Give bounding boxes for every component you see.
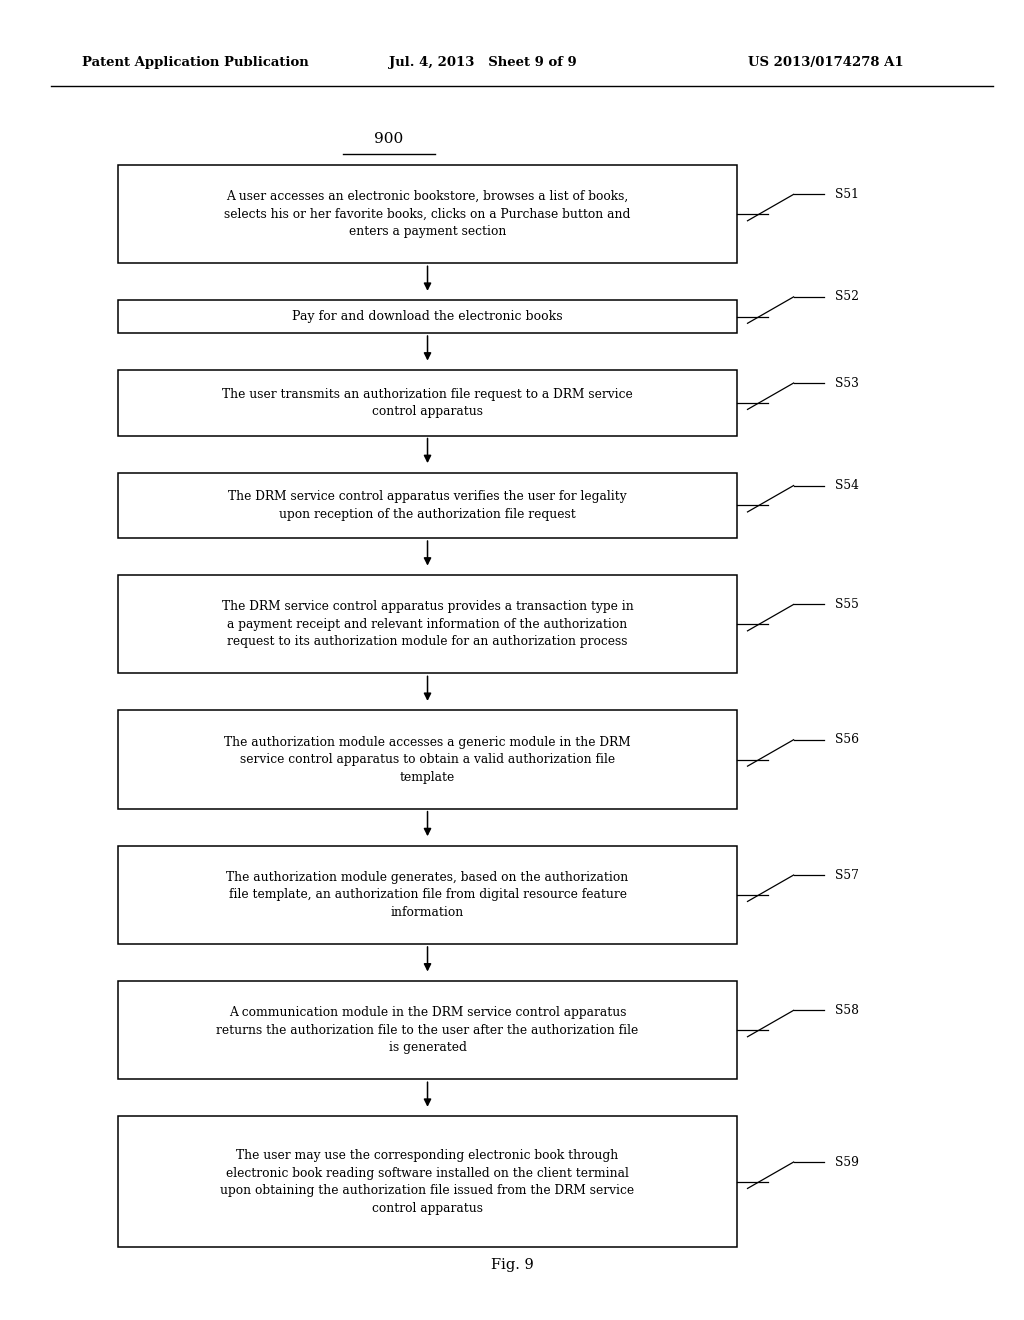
Bar	[118, 846, 737, 944]
Bar	[118, 981, 737, 1080]
Bar	[118, 165, 737, 263]
Text: The user may use the corresponding electronic book through
electronic book readi: The user may use the corresponding elect…	[220, 1150, 635, 1214]
Bar	[118, 370, 737, 436]
Text: Pay for and download the electronic books: Pay for and download the electronic book…	[292, 310, 563, 323]
Bar	[118, 710, 737, 809]
Text: S53: S53	[835, 376, 858, 389]
Text: The user transmits an authorization file request to a DRM service
control appara: The user transmits an authorization file…	[222, 388, 633, 418]
Text: Jul. 4, 2013   Sheet 9 of 9: Jul. 4, 2013 Sheet 9 of 9	[389, 55, 577, 69]
Text: US 2013/0174278 A1: US 2013/0174278 A1	[748, 55, 903, 69]
Text: S54: S54	[835, 479, 858, 492]
Text: 900: 900	[375, 132, 403, 145]
Text: S57: S57	[835, 869, 858, 882]
Text: A user accesses an electronic bookstore, browses a list of books,
selects his or: A user accesses an electronic bookstore,…	[224, 190, 631, 238]
Text: S58: S58	[835, 1003, 858, 1016]
Text: S52: S52	[835, 290, 858, 304]
Text: A communication module in the DRM service control apparatus
returns the authoriz: A communication module in the DRM servic…	[216, 1006, 639, 1055]
Bar	[118, 1117, 737, 1247]
Text: S56: S56	[835, 733, 858, 746]
Text: The DRM service control apparatus verifies the user for legality
upon reception : The DRM service control apparatus verifi…	[228, 490, 627, 520]
Bar	[118, 576, 737, 673]
Bar	[118, 473, 737, 539]
Text: S51: S51	[835, 187, 858, 201]
Text: The authorization module generates, based on the authorization
file template, an: The authorization module generates, base…	[226, 871, 629, 919]
Bar	[118, 301, 737, 333]
Text: S55: S55	[835, 598, 858, 611]
Text: Patent Application Publication: Patent Application Publication	[82, 55, 308, 69]
Text: The DRM service control apparatus provides a transaction type in
a payment recei: The DRM service control apparatus provid…	[221, 601, 634, 648]
Text: Fig. 9: Fig. 9	[490, 1258, 534, 1271]
Text: S59: S59	[835, 1155, 858, 1168]
Text: The authorization module accesses a generic module in the DRM
service control ap: The authorization module accesses a gene…	[224, 735, 631, 784]
